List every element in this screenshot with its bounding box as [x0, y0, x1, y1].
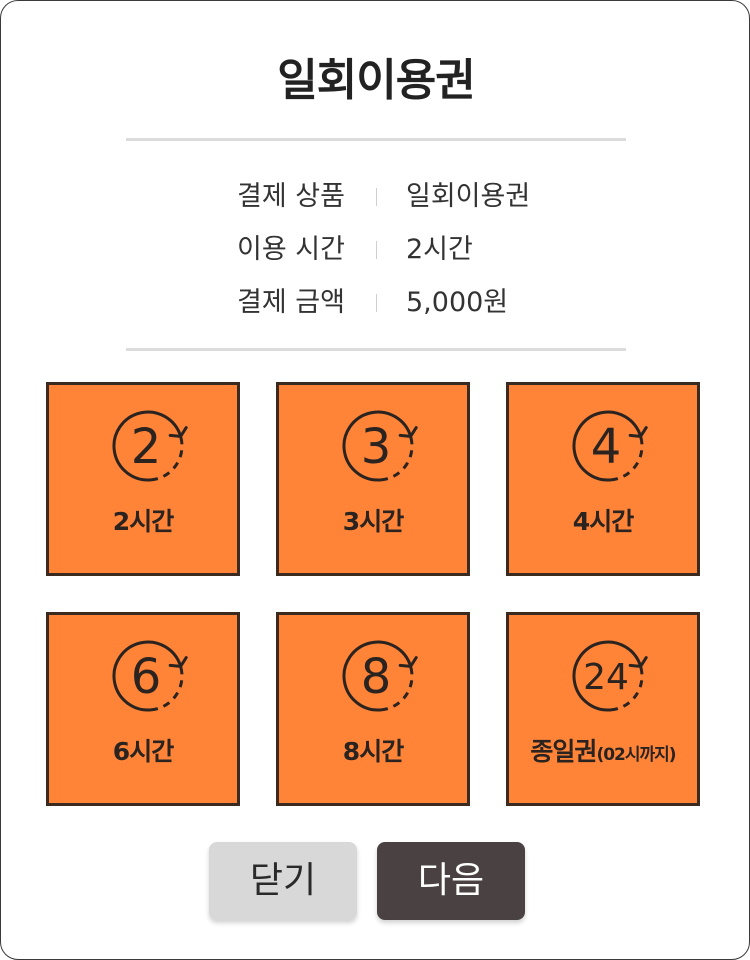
option-8-hours[interactable]: 8 8시간	[276, 612, 470, 806]
divider-bottom	[126, 348, 626, 351]
clock-number: 6	[131, 649, 162, 705]
summary-value: 2시간	[406, 234, 473, 265]
summary-label: 결제 상품	[237, 181, 345, 212]
clock-number: 3	[361, 419, 392, 475]
clock-number: 2	[131, 419, 162, 475]
option-label: 2시간	[112, 507, 174, 536]
option-label-main: 종일권	[530, 737, 597, 766]
clock-refresh-icon: 24	[572, 640, 648, 712]
clock-refresh-icon: 6	[112, 640, 188, 712]
option-2-hours[interactable]: 2 2시간	[46, 382, 240, 576]
summary-label: 결제 금액	[237, 287, 345, 318]
option-6-hours[interactable]: 6 6시간	[46, 612, 240, 806]
clock-refresh-icon: 4	[572, 410, 648, 482]
clock-number: 24	[583, 657, 629, 698]
clock-refresh-icon: 3	[342, 410, 418, 482]
option-label: 4시간	[572, 507, 634, 536]
summary-separator	[376, 294, 377, 312]
dialog-title: 일회이용권	[277, 55, 475, 106]
option-label: 종일권(02시까지)	[509, 732, 697, 768]
divider-top	[126, 138, 626, 141]
option-label: 8시간	[342, 737, 404, 766]
option-all-day[interactable]: 24 종일권(02시까지)	[506, 612, 700, 806]
option-3-hours[interactable]: 3 3시간	[276, 382, 470, 576]
option-label: 6시간	[112, 737, 174, 766]
option-label: 3시간	[342, 507, 404, 536]
option-label-sub: (02시까지)	[596, 745, 676, 765]
summary-row-product: 결제 상품 일회이용권	[1, 177, 750, 217]
summary-row-duration: 이용 시간 2시간	[1, 230, 750, 270]
clock-number: 4	[591, 419, 622, 475]
summary-separator	[376, 241, 377, 259]
next-button[interactable]: 다음	[377, 842, 525, 920]
close-button[interactable]: 닫기	[209, 842, 357, 920]
clock-refresh-icon: 2	[112, 410, 188, 482]
summary-label: 이용 시간	[237, 234, 345, 265]
clock-refresh-icon: 8	[342, 640, 418, 712]
clock-number: 8	[361, 649, 392, 705]
summary-separator	[376, 188, 377, 206]
option-4-hours[interactable]: 4 4시간	[506, 382, 700, 576]
summary-value: 일회이용권	[406, 181, 531, 212]
summary-value: 5,000원	[406, 287, 509, 318]
summary-row-amount: 결제 금액 5,000원	[1, 283, 750, 323]
